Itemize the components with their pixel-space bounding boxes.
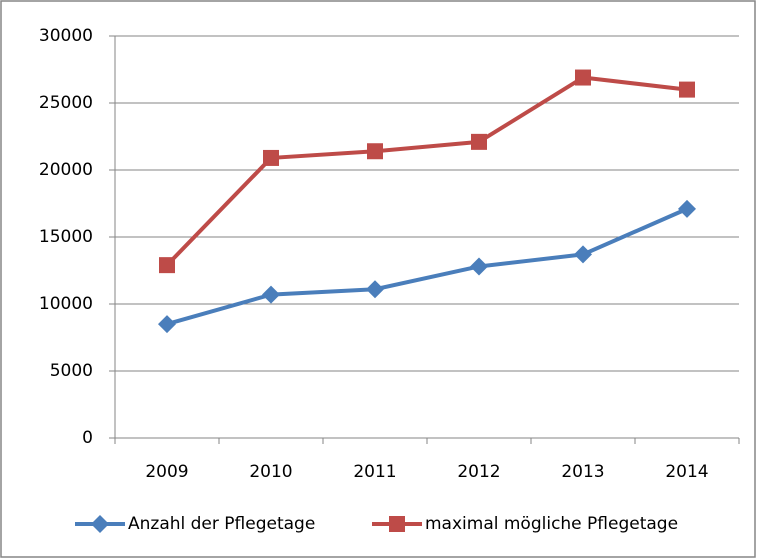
marker <box>471 133 487 150</box>
marker <box>263 149 279 166</box>
series-line <box>166 207 688 327</box>
marker <box>159 257 175 274</box>
marker <box>367 143 383 160</box>
marker <box>389 516 405 532</box>
x-tick-label: 2014 <box>665 462 708 482</box>
marker <box>470 257 488 276</box>
marker <box>91 515 109 533</box>
x-tick-label: 2010 <box>249 462 292 482</box>
x-tick-label: 2011 <box>353 462 396 482</box>
x-tick-label: 2012 <box>457 462 500 482</box>
y-tick-label: 0 <box>82 428 93 448</box>
marker <box>158 315 176 334</box>
y-tick-label: 10000 <box>39 294 93 314</box>
marker <box>575 69 591 86</box>
marker <box>262 285 280 304</box>
y-tick-label: 25000 <box>39 93 93 113</box>
y-tick-label: 15000 <box>39 227 93 247</box>
marker <box>366 280 384 299</box>
legend-label: maximal mögliche Pflegetage <box>425 514 678 534</box>
marker <box>679 81 695 98</box>
x-tick-label: 2013 <box>561 462 604 482</box>
y-tick-label: 20000 <box>39 160 93 180</box>
marker <box>574 245 592 264</box>
marker <box>678 199 696 218</box>
legend-label: Anzahl der Pflegetage <box>128 514 315 534</box>
series-line <box>165 75 688 267</box>
y-tick-label: 5000 <box>50 361 93 381</box>
x-tick-label: 2009 <box>145 462 188 482</box>
y-tick-label: 30000 <box>39 26 93 46</box>
